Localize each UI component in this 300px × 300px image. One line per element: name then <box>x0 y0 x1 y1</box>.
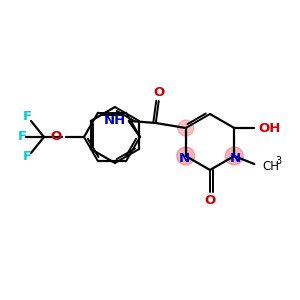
Text: CH: CH <box>262 160 279 172</box>
Text: N: N <box>179 152 190 164</box>
Text: O: O <box>204 194 216 206</box>
Circle shape <box>178 120 194 136</box>
Text: F: F <box>22 110 32 124</box>
Text: NH: NH <box>103 113 126 127</box>
Text: O: O <box>51 130 62 142</box>
Text: O: O <box>153 86 164 100</box>
Circle shape <box>177 147 195 165</box>
Text: F: F <box>17 130 27 143</box>
Text: OH: OH <box>258 122 281 134</box>
Text: 3: 3 <box>275 156 281 166</box>
Text: F: F <box>22 151 32 164</box>
Circle shape <box>225 147 243 165</box>
Text: N: N <box>230 152 241 164</box>
